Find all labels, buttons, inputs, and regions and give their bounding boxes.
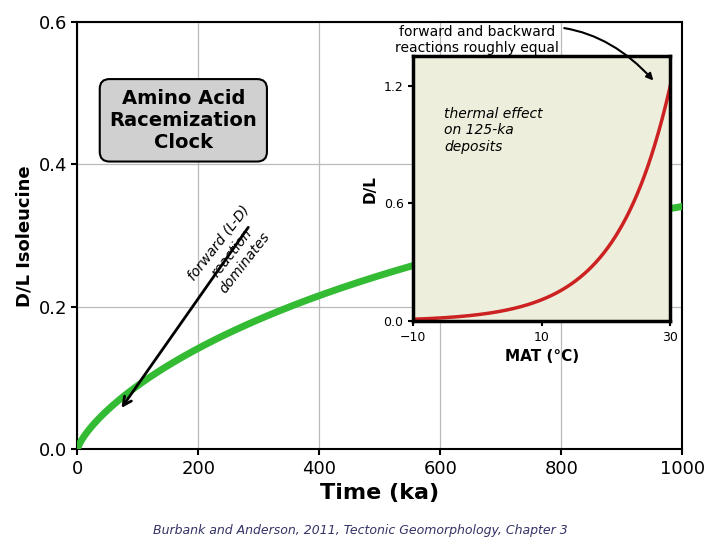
Text: Burbank and Anderson, 2011, Tectonic Geomorphology, Chapter 3: Burbank and Anderson, 2011, Tectonic Geo… bbox=[153, 524, 567, 537]
Text: Amino Acid
Racemization
Clock: Amino Acid Racemization Clock bbox=[109, 89, 257, 152]
Text: forward and backward
reactions roughly equal: forward and backward reactions roughly e… bbox=[395, 25, 652, 79]
X-axis label: Time (ka): Time (ka) bbox=[320, 483, 439, 503]
Y-axis label: D/L Isoleucine: D/L Isoleucine bbox=[15, 165, 33, 307]
Text: forward (L-D)
reaction
dominates: forward (L-D) reaction dominates bbox=[186, 202, 278, 303]
